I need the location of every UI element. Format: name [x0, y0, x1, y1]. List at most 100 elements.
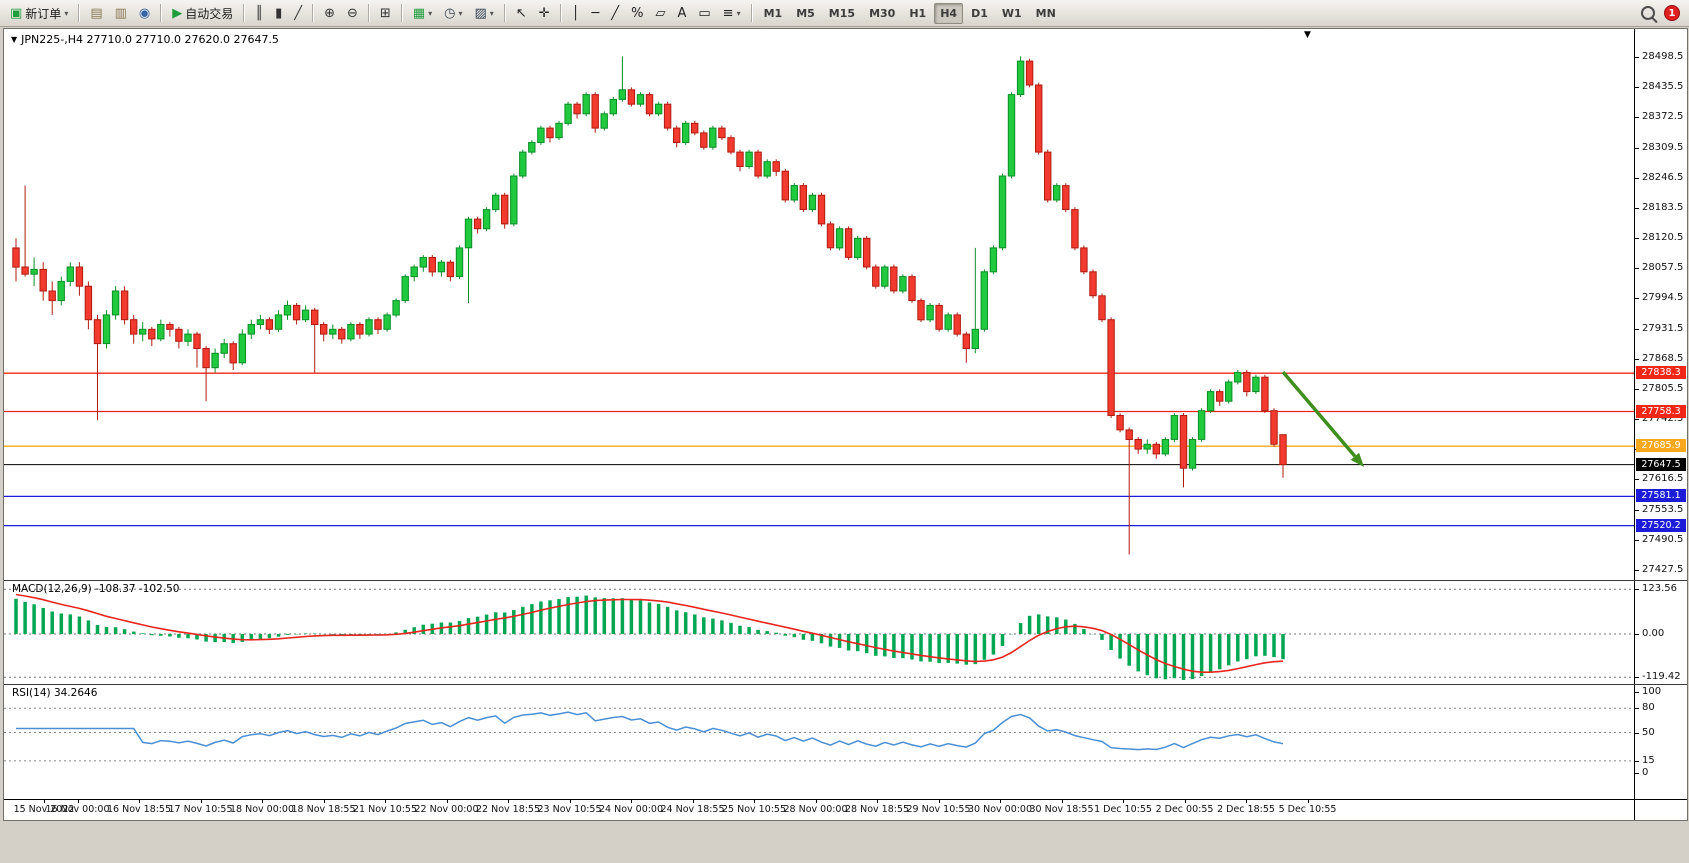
candle [1279, 434, 1287, 466]
candle [709, 127, 717, 148]
toolbar-separator [559, 4, 562, 22]
candle [926, 304, 934, 321]
market-watch-button[interactable]: ◉ [134, 0, 155, 26]
vertical-line-button[interactable]: │ [567, 0, 585, 26]
panel-divider[interactable] [4, 580, 1687, 581]
candle [256, 319, 265, 326]
price-scale[interactable]: 28498.5 28435.5 28372.5 28309.5 28246.5 28183… [1634, 29, 1687, 820]
price-tag: 27581.1 [1636, 489, 1686, 502]
shapes-button[interactable]: ▱ [650, 0, 670, 26]
timeframe-mn-button[interactable]: MN [1035, 6, 1056, 20]
vertical-line-icon: │ [571, 5, 580, 21]
autotrading-button[interactable]: ▶ 自动交易 [167, 0, 238, 26]
new-chart-button[interactable]: ▦ ▾ [408, 0, 437, 26]
toolbar-separator [312, 4, 315, 22]
candle [166, 324, 174, 330]
candle [419, 257, 428, 268]
macd-panel[interactable] [4, 581, 1634, 684]
rsi-line [16, 711, 1284, 751]
candle [817, 194, 826, 225]
price-tag: 27838.3 [1636, 366, 1686, 379]
candle [1179, 415, 1188, 469]
candle [980, 271, 988, 330]
draw-more-button[interactable]: ≡ ▾ [718, 0, 746, 26]
templates-button[interactable]: ▨ ▾ [469, 0, 498, 26]
periods-button[interactable]: ◷ ▾ [439, 0, 467, 26]
trend-arrow-annotation[interactable] [1281, 370, 1357, 458]
chevron-down-icon[interactable]: ▼ [11, 35, 18, 44]
rsi-panel[interactable] [4, 685, 1634, 799]
candle [193, 333, 201, 350]
text-button[interactable]: A [672, 0, 691, 26]
candle [627, 89, 636, 105]
candle [908, 276, 916, 302]
candle [12, 247, 20, 268]
timeframe-d1-button[interactable]: D1 [971, 6, 988, 20]
new-order-button[interactable]: ▣ 新订单 ▾ [5, 0, 73, 26]
candle [48, 290, 56, 302]
candle [591, 94, 599, 129]
candle [365, 319, 373, 335]
price-scale-label: 27427.5 [1642, 564, 1684, 575]
candle [944, 314, 952, 330]
charts-icon: ▤ [90, 5, 103, 21]
timeframe-h4-button[interactable]: H4 [934, 2, 964, 24]
time-label: 18 Nov 18:55 [291, 804, 356, 815]
candlestick-chart-button[interactable]: ▮ [270, 0, 287, 26]
trend-arrow-head [1350, 452, 1364, 467]
zoom-out-button[interactable]: ⊖ [342, 0, 363, 26]
cursor-button[interactable]: ↖ [511, 0, 532, 26]
rsi-scale-label: 100 [1642, 686, 1662, 697]
candle [120, 290, 129, 321]
candle [1016, 60, 1025, 96]
zoom-in-button[interactable]: ⊕ [319, 0, 340, 26]
price-scale-label: 28183.5 [1642, 202, 1684, 213]
notification-badge[interactable]: 1 [1664, 5, 1680, 21]
candle [21, 266, 29, 275]
search-icon[interactable] [1641, 6, 1655, 20]
candle [410, 266, 418, 278]
candle [582, 94, 590, 115]
bar-chart-button[interactable]: ║ [250, 0, 268, 26]
tile-windows-button[interactable]: ⊞ [375, 0, 396, 26]
time-label: 30 Nov 18:55 [1029, 804, 1094, 815]
panel-divider[interactable] [4, 684, 1687, 685]
timeframe-m15-button[interactable]: M15 [828, 6, 856, 20]
charts-button[interactable]: ▤ [85, 0, 107, 26]
candle [446, 261, 455, 278]
candle [636, 94, 645, 105]
time-label: 28 Nov 00:00 [783, 804, 848, 815]
time-label: 17 Nov 10:55 [168, 804, 233, 815]
bar-chart-icon: ║ [255, 5, 264, 21]
new-order-label: 新订单 [25, 6, 62, 21]
arrow-label-button[interactable]: ▭ [693, 0, 715, 26]
timeframe-m1-button[interactable]: M1 [763, 6, 783, 20]
candle [238, 333, 247, 364]
crosshair-button[interactable]: ✛ [534, 0, 555, 26]
fibonacci-button[interactable]: % [626, 0, 648, 26]
trendline-button[interactable]: ╱ [606, 0, 624, 26]
candle [66, 266, 74, 282]
text-icon: A [677, 5, 687, 21]
candle [799, 185, 807, 211]
timeframe-m30-button[interactable]: M30 [869, 6, 896, 20]
current-price-tag: 27647.5 [1636, 458, 1686, 471]
line-chart-button[interactable]: ╱ [289, 0, 307, 26]
time-label: 21 Nov 10:55 [352, 804, 418, 815]
candle [482, 209, 491, 230]
price-chart[interactable] [4, 29, 1634, 580]
candle [1252, 376, 1260, 393]
candle [1080, 247, 1088, 273]
window-dropdown-icon[interactable]: ▼ [1304, 30, 1311, 40]
price-scale-label: 27868.5 [1642, 353, 1684, 364]
trendline-icon: ╱ [611, 5, 620, 21]
price-tag: 27758.3 [1636, 405, 1686, 418]
horizontal-line-button[interactable]: ─ [586, 0, 604, 26]
timeframe-m5-button[interactable]: M5 [796, 6, 815, 20]
profiles-button[interactable]: ▥ [110, 0, 132, 26]
candle [917, 300, 925, 321]
candle [962, 333, 970, 350]
timeframe-h1-button[interactable]: H1 [909, 6, 927, 20]
candle [1143, 443, 1151, 450]
timeframe-w1-button[interactable]: W1 [1001, 6, 1022, 20]
